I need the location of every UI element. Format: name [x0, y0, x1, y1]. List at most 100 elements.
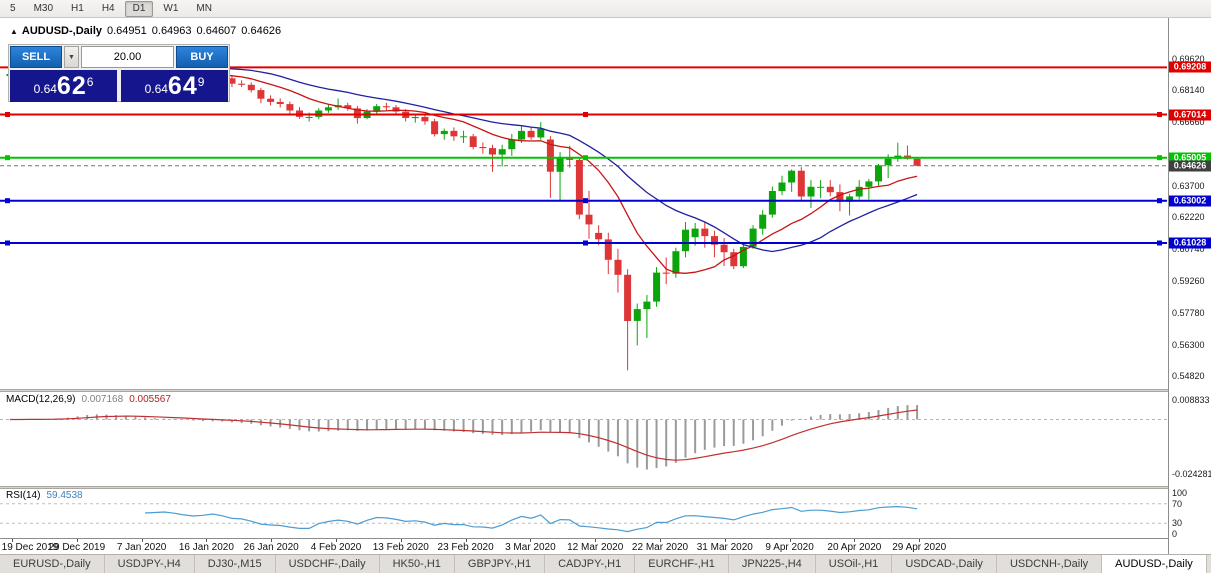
- price-axis-label: 0.57780: [1172, 307, 1205, 318]
- volume-dropdown-icon[interactable]: ▼: [64, 46, 79, 68]
- chart-marker-icon[interactable]: ▲: [10, 27, 18, 36]
- date-axis-tick: [336, 539, 337, 542]
- date-axis-label: 23 Feb 2020: [437, 542, 494, 553]
- rsi-value: 59.4538: [46, 490, 83, 501]
- timeframe-button-m30[interactable]: M30: [33, 2, 54, 14]
- date-axis-label: 26 Jan 2020: [243, 542, 299, 553]
- date-axis-label: 19 Dec 2019: [1, 542, 59, 553]
- buy-price-display: 0.64 64 9: [121, 70, 228, 102]
- ohlc-close: 0.64626: [241, 25, 282, 37]
- timeframe-button-h1[interactable]: H1: [71, 2, 84, 14]
- ohlc-open: 0.64951: [107, 25, 147, 37]
- rsi-panel-separator[interactable]: [0, 486, 1211, 489]
- date-axis-label: 7 Jan 2020: [116, 542, 167, 553]
- price-axis-label: 0.54820: [1172, 371, 1205, 382]
- macd-signal-value: 0.005567: [129, 394, 171, 405]
- rsi-axis-label: 0: [1172, 529, 1178, 539]
- rsi-axis-label: 70: [1172, 498, 1183, 509]
- rsi-axis-label: 30: [1172, 518, 1183, 529]
- macd-header: MACD(12,26,9) 0.007168 0.005567: [6, 394, 171, 405]
- chart-tab-bar: EURUSD-,Daily USDJPY-,H4 DJ30-,M15 USDCHF-,…: [0, 554, 1211, 573]
- date-axis-tick: [400, 539, 402, 542]
- date-axis-label: 12 Mar 2020: [567, 542, 624, 553]
- price-line-badge: 0.65005: [1169, 152, 1211, 164]
- bid-price-badge: 0.64626: [1169, 160, 1211, 172]
- date-axis-label: 22 Mar 2020: [631, 542, 689, 553]
- sell-price-sup: 6: [86, 75, 94, 89]
- buy-price-sup: 9: [197, 75, 205, 89]
- rsi-label: RSI(14): [6, 490, 41, 501]
- date-axis-tick: [789, 539, 791, 542]
- chart-tab-usdcnh[interactable]: USDCNH-,Daily: [997, 555, 1103, 573]
- date-axis-label: 29 Dec 2019: [48, 542, 106, 553]
- timeframe-button-5[interactable]: 5: [10, 2, 16, 14]
- timeframe-button-mn[interactable]: MN: [196, 2, 212, 14]
- volume-input[interactable]: 20.00: [81, 46, 174, 68]
- macd-axis-label: 0.008833: [1172, 394, 1210, 405]
- date-axis-tick: [271, 539, 273, 542]
- price-axis-label: 0.68140: [1172, 85, 1205, 96]
- timeframe-button-h4[interactable]: H4: [101, 2, 115, 14]
- chart-tab-usdchf[interactable]: USDCHF-,Daily: [276, 555, 380, 573]
- date-axis-label: 3 Mar 2020: [505, 542, 556, 553]
- chart-tab-usdjpy[interactable]: USDJPY-,H4: [105, 555, 195, 573]
- price-line-badge: 0.63002: [1169, 195, 1211, 207]
- ohlc-low: 0.64607: [196, 25, 237, 37]
- timeframe-button-w1[interactable]: W1: [163, 2, 179, 14]
- price-axis[interactable]: 0.69620 0.68140 0.66660 0.63700 0.62220 0.607…: [1168, 18, 1211, 554]
- date-axis-label: 9 Apr 2020: [765, 542, 814, 553]
- chart-tab-usdcad[interactable]: USDCAD-,Daily: [892, 555, 997, 573]
- chart-tab-cadjpy[interactable]: CADJPY-,H1: [545, 555, 636, 573]
- sell-price-base: 0.64: [33, 82, 57, 96]
- chart-tab-eurchf[interactable]: EURCHF-,H1: [635, 555, 729, 573]
- chart-tab-audusd[interactable]: AUDUSD-,Daily: [1102, 555, 1207, 573]
- buy-price-base: 0.64: [144, 82, 168, 96]
- chart-tab-gbpjpy[interactable]: GBPJPY-,H1: [455, 555, 546, 573]
- price-axis-label: 0.69620: [1172, 53, 1205, 64]
- date-axis-tick: [12, 539, 13, 542]
- price-axis-label: 0.56300: [1172, 339, 1205, 350]
- date-axis-tick: [141, 539, 143, 542]
- sell-price-display: 0.64 62 6: [10, 70, 117, 102]
- price-line-badge: 0.61028: [1169, 237, 1211, 249]
- timeframe-button-d1[interactable]: D1: [124, 0, 154, 17]
- date-axis-tick: [919, 539, 921, 542]
- date-axis-tick: [530, 539, 532, 542]
- chart-tab-eurusd[interactable]: EURUSD-,Daily: [0, 555, 105, 573]
- macd-axis-label: -0.024281: [1172, 469, 1211, 480]
- date-axis-tick: [854, 539, 856, 542]
- date-axis-label: 29 Apr 2020: [892, 542, 947, 553]
- sell-button[interactable]: SELL: [10, 46, 62, 68]
- macd-panel-separator[interactable]: [0, 389, 1211, 392]
- ohlc-high: 0.64963: [151, 25, 192, 37]
- chart-tab-usoil[interactable]: USOil-,H1: [816, 555, 893, 573]
- macd-label: MACD(12,26,9): [6, 394, 76, 405]
- price-axis-label: 0.59260: [1172, 276, 1205, 286]
- date-axis-label: 31 Mar 2020: [696, 542, 753, 553]
- price-line-badge: 0.67014: [1169, 109, 1211, 121]
- chart-tab-jpn225[interactable]: JPN225-,H4: [729, 555, 816, 573]
- macd-main-value: 0.007168: [81, 394, 124, 405]
- date-axis-tick: [724, 539, 726, 542]
- date-axis[interactable]: 19 Dec 2019 29 Dec 2019 7 Jan 2020 16 Jan 2…: [0, 538, 1211, 554]
- rsi-axis-label: 100: [1172, 488, 1188, 498]
- date-axis-label: 4 Feb 2020: [310, 542, 362, 553]
- one-click-trade-panel: SELL ▼ 20.00 BUY 0.64 62 6 0.64 64 9: [8, 44, 230, 102]
- date-axis-tick: [660, 539, 661, 542]
- price-axis-label: 0.62220: [1172, 212, 1205, 223]
- chart-title: ▲ AUDUSD-,Daily 0.64951 0.64963 0.64607 0.646…: [10, 25, 281, 37]
- buy-price-big: 64: [167, 72, 198, 100]
- sell-price-big: 62: [56, 72, 87, 100]
- rsi-header: RSI(14) 59.4538: [6, 490, 83, 501]
- chart-tab-hk50[interactable]: HK50-,H1: [380, 555, 455, 573]
- buy-button[interactable]: BUY: [176, 46, 228, 68]
- date-axis-tick: [465, 539, 467, 542]
- price-line-badge: 0.69208: [1169, 61, 1211, 73]
- date-axis-tick: [595, 539, 597, 542]
- chart-symbol-label: AUDUSD-,Daily: [21, 25, 102, 37]
- date-axis-label: 20 Apr 2020: [827, 542, 882, 553]
- price-axis-label: 0.66660: [1172, 117, 1205, 128]
- chart-tab-dj30[interactable]: DJ30-,M15: [195, 555, 276, 573]
- date-axis-label: 13 Feb 2020: [372, 542, 429, 553]
- price-axis-label: 0.63700: [1172, 180, 1205, 191]
